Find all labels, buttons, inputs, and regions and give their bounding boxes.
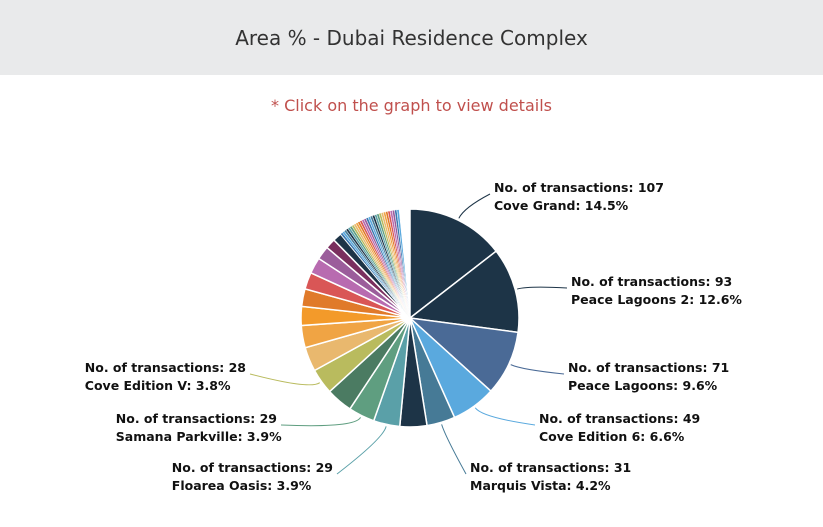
chart-title: Area % - Dubai Residence Complex [0,0,823,75]
label-connector [280,417,361,427]
slice-label-transactions: No. of transactions: 29 [116,411,277,426]
label-connector [517,286,568,290]
label-connector [249,373,321,386]
slice-label-transactions: No. of transactions: 28 [85,360,246,375]
slice-label-name: Peace Lagoons: 9.6% [568,378,718,393]
label-connector [336,426,387,475]
label-connector [441,424,467,475]
slice-label-name: Cove Edition V: 3.8% [85,378,231,393]
slice-label-transactions: No. of transactions: 49 [539,411,700,426]
slice-label-transactions: No. of transactions: 29 [172,460,333,475]
slice-label-name: Floarea Oasis: 3.9% [172,478,312,493]
label-connector [458,193,491,219]
slice-label-name: Samana Parkville: 3.9% [116,429,282,444]
slice-label-name: Cove Edition 6: 6.6% [539,429,685,444]
slice-label-transactions: No. of transactions: 93 [571,274,732,289]
slice-label-transactions: No. of transactions: 71 [568,360,729,375]
slice-label-name: Peace Lagoons 2: 12.6% [571,292,742,307]
slice-label-name: Cove Grand: 14.5% [494,198,629,213]
label-connector [474,407,536,426]
slice-label-transactions: No. of transactions: 31 [470,460,631,475]
pie-slice-cove-grand[interactable] [409,208,498,320]
click-hint: * Click on the graph to view details [271,96,552,115]
label-connector [510,364,565,375]
slice-label-name: Marquis Vista: 4.2% [470,478,611,493]
pie-slice-127[interactable] [396,209,411,319]
slice-label-transactions: No. of transactions: 107 [494,180,664,195]
pie-slice-peace-lagoons-2[interactable] [408,250,520,334]
